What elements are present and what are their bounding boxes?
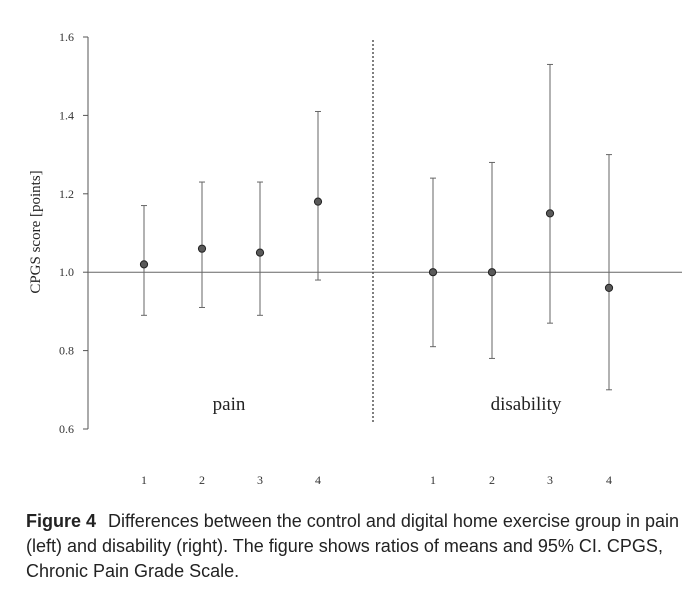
pain-point-2 <box>197 244 207 253</box>
pain-point-3 <box>255 248 265 257</box>
y-axis-label: CPGS score [points] <box>28 170 44 293</box>
disability-point-1 <box>428 268 438 277</box>
pain-x-tick-label-1: 1 <box>141 473 147 487</box>
y-tick-label-1: 0.8 <box>59 344 74 358</box>
plot-area: 0.6 0.8 1.0 1.2 1.4 1.6 1 2 3 4 pain 1 2 3 4 disability <box>59 30 682 487</box>
group-label-disability: disability <box>491 394 562 415</box>
disability-point-2 <box>487 268 497 277</box>
pain-x-tick-label-2: 2 <box>199 473 205 487</box>
y-tick-label-3: 1.2 <box>59 187 74 201</box>
caption-text: Differences between the control and digi… <box>26 511 680 581</box>
y-tick-label-0: 0.6 <box>59 422 74 436</box>
disability-point-4 <box>604 283 614 292</box>
pain-x-tick-label-4: 4 <box>315 473 321 487</box>
caption-label: Figure 4 <box>26 511 97 531</box>
disability-point-3 <box>545 209 555 218</box>
pain-point-1 <box>139 260 149 269</box>
figure-caption: Figure 4 Differences between the control … <box>26 509 686 584</box>
y-tick-label-5: 1.6 <box>59 30 74 44</box>
y-tick-label-4: 1.4 <box>59 108 74 122</box>
disability-x-tick-label-4: 4 <box>606 473 612 487</box>
chart: CPGS score [points] 0.6 0.8 1.0 1.2 1.4 1.6 1 2… <box>28 30 682 487</box>
pain-x-tick-label-3: 3 <box>257 473 263 487</box>
group-label-pain: pain <box>213 394 246 415</box>
pain-point-4 <box>313 197 323 206</box>
y-tick-label-2: 1.0 <box>59 265 74 279</box>
disability-x-tick-label-3: 3 <box>547 473 553 487</box>
disability-x-tick-label-2: 2 <box>489 473 495 487</box>
disability-x-tick-label-1: 1 <box>430 473 436 487</box>
